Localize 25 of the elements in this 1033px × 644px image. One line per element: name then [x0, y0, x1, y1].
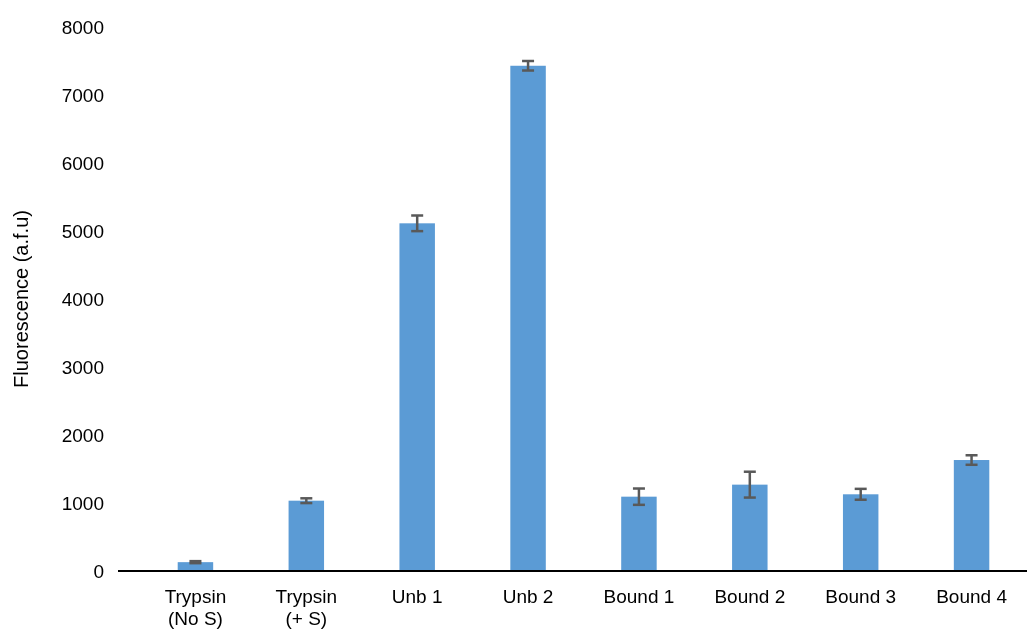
- y-tick-label: 7000: [61, 84, 104, 106]
- bar: [732, 484, 768, 571]
- bar: [288, 500, 325, 571]
- y-tick-label: 3000: [61, 356, 104, 378]
- y-tick-label: 0: [93, 560, 104, 582]
- y-tick-label: 5000: [61, 220, 104, 242]
- y-tick-label: 1000: [61, 492, 104, 514]
- bar: [953, 460, 990, 571]
- y-axis-title: Fluorescence (a.f.u): [10, 210, 32, 388]
- y-tick-label: 2000: [61, 424, 104, 446]
- bar: [621, 496, 657, 571]
- x-tick-label: Trypsin (No S): [164, 586, 227, 629]
- x-tick-label: Unb 2: [502, 586, 554, 607]
- x-tick-label: Unb 1: [391, 586, 443, 607]
- x-tick-label: Trypsin (+ S): [275, 586, 338, 629]
- y-tick-label: 4000: [61, 288, 104, 310]
- bar: [399, 223, 435, 571]
- x-tick-label: Bound 1: [603, 586, 675, 607]
- bar: [510, 65, 546, 571]
- x-tick-label: Bound 3: [825, 586, 897, 607]
- bar: [842, 494, 879, 571]
- x-tick-label: Bound 4: [936, 586, 1008, 607]
- y-tick-label: 8000: [61, 16, 104, 38]
- x-tick-label: Bound 2: [714, 586, 786, 607]
- y-tick-label: 6000: [61, 152, 104, 174]
